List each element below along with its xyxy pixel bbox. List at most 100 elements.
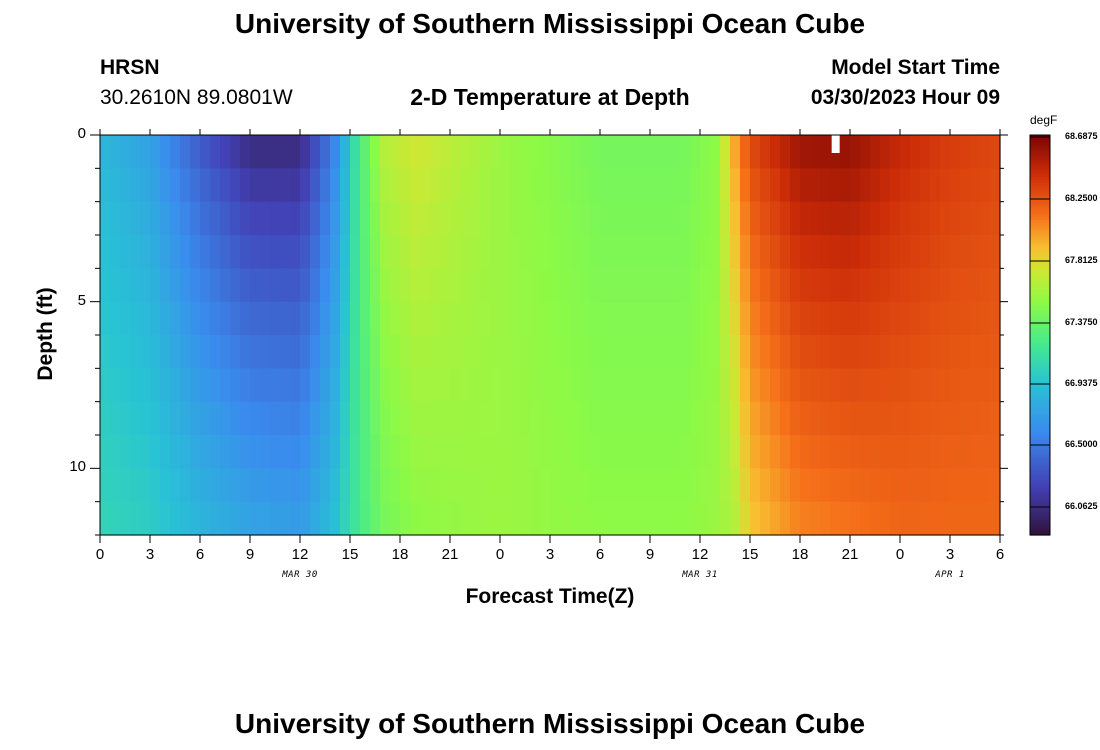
heatmap-cell: [440, 135, 451, 169]
heatmap-cell: [160, 268, 171, 303]
colorbar-segment: [1030, 492, 1050, 496]
heatmap-cell: [210, 135, 221, 169]
heatmap-cell: [850, 368, 861, 403]
heatmap-cell: [460, 168, 471, 203]
colorbar-segment: [1030, 345, 1050, 349]
heatmap-cell: [560, 135, 571, 169]
heatmap-cell: [720, 235, 731, 269]
heatmap-cell: [610, 201, 621, 236]
heatmap-cell: [130, 368, 141, 403]
heatmap-cell: [390, 435, 401, 469]
heatmap-cell: [420, 301, 431, 336]
colorbar-segment: [1030, 215, 1050, 219]
heatmap-cell: [980, 201, 991, 236]
heatmap-cell: [460, 335, 471, 369]
heatmap-cell: [740, 368, 751, 403]
heatmap-cell: [530, 368, 541, 403]
heatmap-cell: [250, 135, 261, 169]
heatmap-cell: [180, 301, 191, 336]
heatmap-cell: [820, 468, 831, 503]
heatmap-cell: [800, 401, 811, 436]
heatmap-cell: [170, 435, 181, 469]
heatmap-cell: [120, 435, 131, 469]
colorbar-segment: [1030, 170, 1050, 174]
heatmap-cell: [110, 135, 121, 169]
heatmap-cell: [170, 501, 181, 536]
heatmap-cell: [340, 235, 351, 269]
heatmap-cell: [590, 368, 601, 403]
heatmap-cell: [850, 168, 861, 203]
heatmap-cell: [680, 168, 691, 203]
heatmap-cell: [690, 168, 701, 203]
heatmap-cell: [250, 268, 261, 303]
colorbar-segment: [1030, 515, 1050, 519]
x-tick-label: 12: [291, 546, 309, 563]
heatmap-cell: [150, 168, 161, 203]
heatmap-cell: [630, 435, 641, 469]
heatmap-cell: [750, 435, 761, 469]
heatmap-cell: [440, 268, 451, 303]
x-tick-label: 21: [441, 546, 459, 563]
heatmap-cell: [490, 201, 501, 236]
colorbar-segment: [1030, 147, 1050, 151]
heatmap-cell: [130, 168, 141, 203]
heatmap-cell: [840, 268, 851, 303]
heatmap-cell: [770, 268, 781, 303]
heatmap-cell: [220, 435, 231, 469]
heatmap-cell: [840, 235, 851, 269]
heatmap-cell: [100, 201, 111, 236]
x-tick-label: 6: [995, 546, 1005, 563]
heatmap-cell: [420, 368, 431, 403]
heatmap-cell: [290, 335, 301, 369]
heatmap-cell: [330, 501, 341, 536]
heatmap-cell: [920, 201, 931, 236]
heatmap-cell: [860, 268, 871, 303]
heatmap-cell: [480, 335, 491, 369]
heatmap-cell: [270, 301, 281, 336]
heatmap-cell: [770, 368, 781, 403]
heatmap-cell: [720, 168, 731, 203]
heatmap-cell: [630, 268, 641, 303]
heatmap-cell: [270, 201, 281, 236]
heatmap-cell: [490, 268, 501, 303]
heatmap-cell: [480, 401, 491, 436]
heatmap-cell: [860, 301, 871, 336]
heatmap-cell: [350, 435, 361, 469]
heatmap-cell: [600, 368, 611, 403]
heatmap-cell: [880, 468, 891, 503]
heatmap-cell: [580, 335, 591, 369]
colorbar-segment: [1030, 427, 1050, 431]
heatmap-cell: [370, 201, 381, 236]
colorbar-segment: [1030, 445, 1050, 449]
heatmap-cell: [500, 335, 511, 369]
heatmap-cell: [960, 468, 971, 503]
heatmap-cell: [400, 401, 411, 436]
heatmap-cell: [910, 435, 921, 469]
heatmap-cell: [690, 201, 701, 236]
heatmap-cell: [860, 401, 871, 436]
heatmap-cell: [130, 468, 141, 503]
heatmap-cell: [840, 468, 851, 503]
heatmap-cell: [790, 435, 801, 469]
heatmap-cell: [600, 201, 611, 236]
heatmap-cell: [100, 501, 111, 536]
heatmap-cell: [390, 301, 401, 336]
heatmap-cell: [490, 301, 501, 336]
heatmap-cell: [830, 368, 841, 403]
heatmap-cell: [740, 335, 751, 369]
colorbar-segment: [1030, 507, 1050, 511]
heatmap-cell: [650, 368, 661, 403]
heatmap-cell: [870, 235, 881, 269]
heatmap-cell: [800, 201, 811, 236]
heatmap-cell: [810, 468, 821, 503]
heatmap-cell: [170, 268, 181, 303]
heatmap-cell: [470, 368, 481, 403]
heatmap-cell: [260, 468, 271, 503]
heatmap-cell: [740, 201, 751, 236]
heatmap-cell: [330, 201, 341, 236]
heatmap-cell: [680, 501, 691, 536]
colorbar-segment: [1030, 350, 1050, 354]
colorbar-segment: [1030, 240, 1050, 244]
heatmap-cell: [770, 335, 781, 369]
colorbar-segment: [1030, 395, 1050, 399]
